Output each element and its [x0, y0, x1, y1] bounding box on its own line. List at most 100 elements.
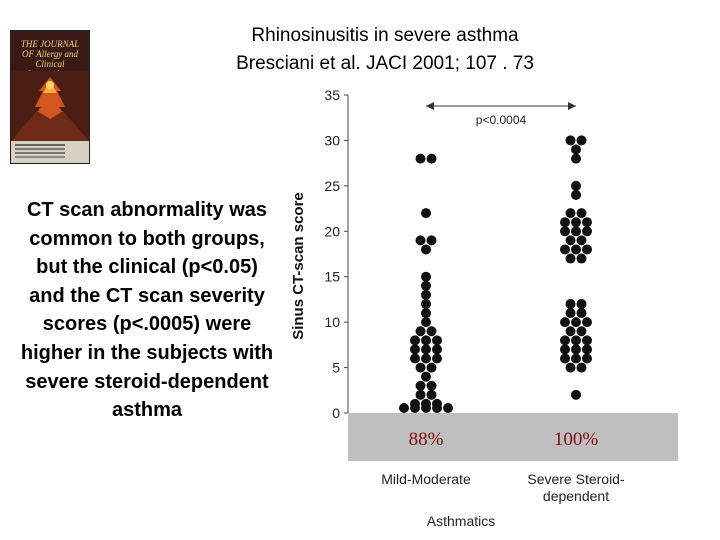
data-point [432, 335, 442, 346]
data-point [426, 326, 437, 337]
data-point [426, 380, 437, 391]
journal-cover-footer [11, 141, 89, 163]
y-tick-label: 25 [324, 178, 340, 194]
data-point [421, 308, 431, 319]
data-point [421, 271, 431, 282]
title-line-1: Rhinosinusitis in severe asthma [251, 25, 519, 46]
data-point [560, 344, 570, 355]
data-point [565, 326, 576, 337]
data-point [426, 362, 437, 373]
data-point [415, 389, 426, 400]
data-point [432, 353, 442, 364]
data-point [582, 217, 592, 228]
data-point [565, 298, 576, 309]
category-label-severe: Severe Steroid-dependent [527, 471, 625, 504]
data-point [421, 344, 431, 355]
data-point [576, 326, 587, 337]
data-point [565, 253, 576, 264]
data-point [421, 244, 431, 255]
data-point [560, 217, 570, 228]
data-point [571, 217, 581, 228]
data-point [571, 353, 581, 364]
data-point [415, 380, 426, 391]
y-tick-label: 35 [324, 87, 340, 103]
data-point [565, 208, 576, 219]
data-point [421, 398, 431, 409]
data-point [582, 317, 592, 328]
data-point [421, 289, 431, 300]
category-label-mild: Mild-Moderate [381, 471, 471, 487]
data-point [421, 335, 431, 346]
data-point [421, 280, 431, 291]
data-point [571, 189, 581, 200]
data-point [576, 253, 587, 264]
data-point [415, 235, 426, 246]
volcano-illustration [11, 71, 89, 141]
category-label-severe-line: dependent [543, 488, 609, 504]
data-point [571, 244, 581, 255]
data-point [560, 335, 570, 346]
data-point [582, 344, 592, 355]
data-point [571, 389, 581, 400]
ct-score-chart: 0 5 10 15 20 25 30 35 Sinus CT-scan score p<0.0… [290, 87, 678, 529]
data-point [432, 344, 442, 355]
data-point [571, 180, 581, 191]
data-point [415, 362, 426, 373]
summary-text: CT scan abnormality was common to both g… [20, 199, 274, 422]
x-axis-label: Asthmatics [427, 513, 495, 529]
data-point [582, 226, 592, 237]
data-point [421, 317, 431, 328]
data-point [576, 308, 587, 319]
slide-title: Rhinosinusitis in severe asthma Brescian… [150, 22, 620, 78]
data-point [571, 153, 581, 164]
data-point [426, 235, 437, 246]
data-point [421, 371, 431, 382]
data-point [582, 244, 592, 255]
y-tick-label: 5 [332, 360, 340, 376]
data-point [576, 362, 587, 373]
data-point [582, 335, 592, 346]
data-point [415, 326, 426, 337]
data-point [426, 153, 437, 164]
arrow-head [426, 102, 434, 110]
data-point [410, 335, 420, 346]
data-point [565, 362, 576, 373]
percent-label-severe: 100% [554, 429, 599, 450]
data-point [571, 317, 581, 328]
data-point [560, 353, 570, 364]
data-point [421, 208, 431, 219]
data-point [576, 208, 587, 219]
data-point [415, 153, 426, 164]
data-point [410, 353, 420, 364]
data-point [571, 344, 581, 355]
data-point [571, 226, 581, 237]
data-point [560, 226, 570, 237]
y-tick-label: 0 [332, 405, 340, 421]
data-point [565, 308, 576, 319]
data-point [571, 144, 581, 155]
data-point [410, 398, 420, 409]
category-label-severe-line: Severe Steroid- [527, 471, 625, 487]
data-point [576, 298, 587, 309]
data-point [443, 403, 453, 413]
data-point [410, 344, 420, 355]
normal-range-band [348, 413, 678, 461]
y-axis-label: Sinus CT-scan score [290, 192, 307, 340]
data-point [399, 403, 409, 413]
data-point [582, 353, 592, 364]
data-point [571, 335, 581, 346]
title-line-2: Bresciani et al. JACI 2001; 107 . 73 [236, 53, 534, 74]
y-tick-label: 30 [324, 132, 340, 148]
data-point [432, 398, 442, 409]
significance-label: p<0.0004 [476, 113, 527, 127]
y-tick-label: 10 [324, 314, 340, 330]
data-point [560, 244, 570, 255]
data-point [576, 135, 587, 146]
data-point [565, 235, 576, 246]
arrow-head [568, 102, 576, 110]
data-point [565, 135, 576, 146]
data-point [421, 298, 431, 309]
data-point [421, 353, 431, 364]
percent-label-mild: 88% [409, 429, 444, 450]
y-tick-label: 15 [324, 269, 340, 285]
